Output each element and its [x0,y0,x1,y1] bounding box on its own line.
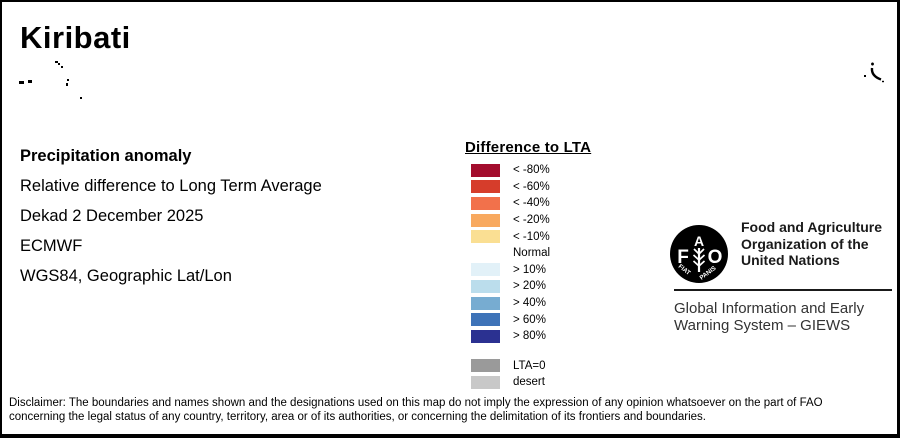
legend-swatch [471,329,500,343]
legend-label: < -60% [513,180,550,193]
island-dash [19,81,24,84]
info-projection: WGS84, Geographic Lat/Lon [20,267,232,285]
legend-swatch [471,313,500,327]
legend-swatch [471,296,500,310]
legend-label: Normal [513,247,551,260]
legend-row: LTA=0 [465,358,591,375]
legend-row: < -10% [465,228,591,245]
island-dot [66,83,68,86]
legend-label: < -80% [513,164,550,177]
legend-row: < -20% [465,212,591,229]
legend-row: < -60% [465,179,591,196]
legend-swatch [471,246,500,260]
legend-row: Normal [465,245,591,262]
legend-label: > 80% [513,330,546,343]
legend-label: < -40% [513,197,550,210]
legend-swatch [471,180,500,194]
legend-row: < -40% [465,195,591,212]
legend-label: > 20% [513,280,546,293]
fao-org-line: Organization of the [741,235,869,252]
legend-label: > 10% [513,263,546,276]
legend-label: LTA=0 [513,359,546,372]
giews-caption: Global Information and Early Warning Sys… [674,300,865,334]
island-dot [67,79,69,81]
svg-text:A: A [694,233,704,249]
page-title: Kiribati [20,20,131,55]
legend-row: > 40% [465,295,591,312]
island-dot [864,75,866,77]
fao-separator-line [674,289,892,291]
giews-line: Warning System – GIEWS [674,316,851,334]
map-info-block: Precipitation anomaly Relative differenc… [20,141,322,291]
island-dot [80,97,82,99]
island-atoll-shape [870,62,884,83]
disclaimer-text: Disclaimer: The boundaries and names sho… [9,397,889,424]
fao-org-line: United Nations [741,252,840,268]
island-dash [28,80,32,83]
legend-row: < -80% [465,162,591,179]
disclaimer-line: Disclaimer: The boundaries and names sho… [9,397,823,409]
legend-label: > 60% [513,313,546,326]
legend-swatch [471,213,500,227]
island-dot [58,63,60,65]
info-dekad: Dekad 2 December 2025 [20,207,204,225]
legend-swatch [471,196,500,210]
giews-line: Global Information and Early [674,300,865,317]
legend-swatch [471,230,500,244]
legend: Difference to LTA < -80% < -60% < -40% <… [465,139,591,391]
legend-swatch [471,359,500,373]
legend-label: < -20% [513,214,550,227]
info-subtitle: Relative difference to Long Term Average [20,177,322,195]
disclaimer-line: concerning the legal status of any count… [9,410,706,423]
legend-row: desert [465,374,591,391]
legend-label: > 40% [513,297,546,310]
legend-swatch [471,163,500,177]
legend-spacer [465,345,591,358]
legend-swatch [471,375,500,389]
island-dot [55,61,58,63]
svg-text:F: F [677,247,689,268]
fao-logo-icon: F A O FIAT PANIS [670,225,728,283]
legend-row: > 60% [465,311,591,328]
legend-row: > 20% [465,278,591,295]
legend-label: < -10% [513,230,550,243]
svg-text:O: O [708,247,723,268]
island-dot [61,66,63,68]
legend-row: > 10% [465,262,591,279]
legend-swatch [471,263,500,277]
info-source: ECMWF [20,237,83,255]
legend-title: Difference to LTA [465,139,592,156]
legend-label: desert [513,376,545,389]
legend-swatch [471,279,500,293]
fao-org-name: Food and Agriculture Organization of the… [741,219,882,269]
info-heading: Precipitation anomaly [20,147,192,165]
legend-row: > 80% [465,328,591,345]
fao-org-line: Food and Agriculture [741,219,883,235]
